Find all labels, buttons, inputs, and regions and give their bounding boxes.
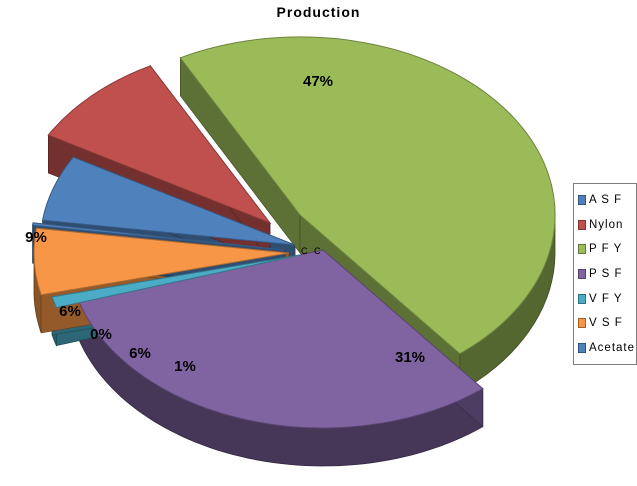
data-label-pfy: 47% xyxy=(303,73,333,90)
slice-asf xyxy=(41,156,296,246)
legend-label-vfy: V F Y xyxy=(589,292,623,305)
legend-item-vsf: V S F xyxy=(578,311,636,336)
legend-swatch-vsf xyxy=(578,318,586,329)
legend-swatch-pfy xyxy=(578,244,586,255)
chart-title: Production xyxy=(276,4,361,20)
legend-swatch-asf xyxy=(578,195,586,206)
legend-label-psf: P S F xyxy=(589,268,623,281)
legend-swatch-acetate xyxy=(578,342,586,353)
legend-label-vsf: V S F xyxy=(589,317,623,330)
legend-label-acetate: Acetate xyxy=(589,341,635,354)
legend-item-vfy: V F Y xyxy=(578,286,636,311)
pie-slices xyxy=(31,36,556,467)
legend: A S F Nylon P F Y P S F V F Y V S F Acet… xyxy=(573,183,637,365)
stray-label-1: C xyxy=(301,246,308,256)
data-label-psf: 31% xyxy=(395,349,425,366)
legend-swatch-vfy xyxy=(578,293,586,304)
data-label-acetate: 0% xyxy=(90,326,112,343)
legend-label-asf: A S F xyxy=(589,194,623,207)
data-label-vsf: 6% xyxy=(129,345,151,362)
slice-vsf xyxy=(33,227,290,296)
legend-item-acetate: Acetate xyxy=(578,336,636,361)
legend-label-nylon: Nylon xyxy=(589,218,624,231)
legend-item-nylon: Nylon xyxy=(578,213,636,238)
slice-nylon xyxy=(47,65,272,225)
legend-swatch-nylon xyxy=(578,219,586,230)
data-labels: 6% 9% 47% 31% 1% 6% 0% xyxy=(25,73,425,375)
legend-label-pfy: P F Y xyxy=(589,243,623,256)
slice-acetate xyxy=(31,222,286,251)
slice-vfy xyxy=(51,254,301,309)
data-label-nylon: 9% xyxy=(25,229,47,246)
slice-pfy xyxy=(179,36,556,355)
legend-swatch-psf xyxy=(578,269,586,280)
data-label-asf: 6% xyxy=(59,303,81,320)
data-label-vfy: 1% xyxy=(174,358,196,375)
legend-item-pfy: P F Y xyxy=(578,237,636,262)
legend-item-psf: P S F xyxy=(578,262,636,287)
slice-psf xyxy=(78,249,484,429)
legend-item-asf: A S F xyxy=(578,188,636,213)
stray-label-2: C xyxy=(314,246,321,256)
